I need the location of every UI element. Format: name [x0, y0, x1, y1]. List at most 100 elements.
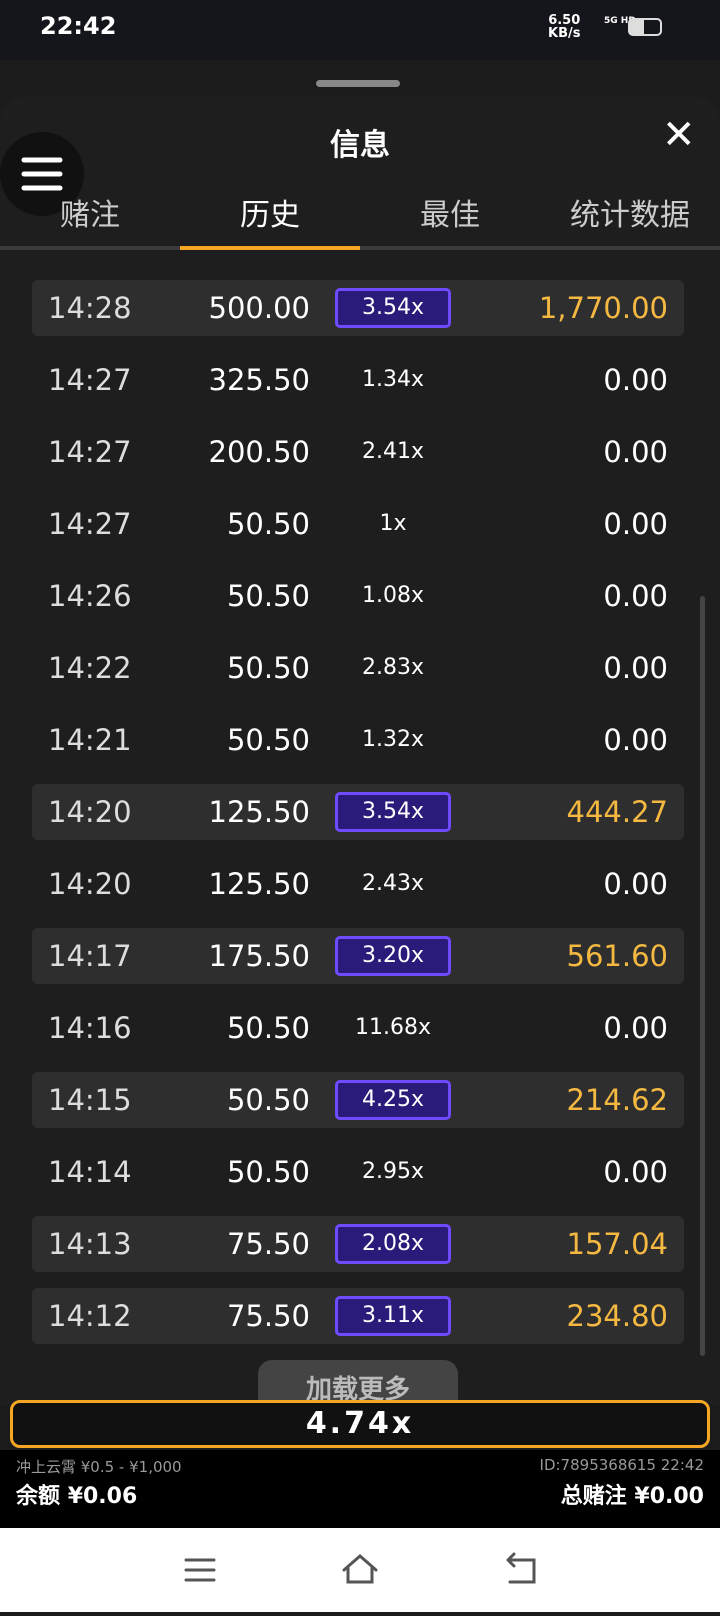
multiplier: 3.54x — [335, 288, 451, 328]
time: 14:20 — [48, 795, 132, 829]
time: 14:13 — [48, 1227, 132, 1261]
payout: 157.04 — [566, 1227, 668, 1261]
total-bet: 总赌注 ¥0.00 — [561, 1478, 704, 1510]
history-row: 14:21 50.50 1.32x 0.00 — [32, 712, 684, 768]
time: 14:16 — [48, 1011, 132, 1045]
multiplier: 1x — [379, 511, 407, 536]
footer: 冲上云霄 ¥0.5 - ¥1,000 余额 ¥0.06 ID:789536861… — [0, 1450, 720, 1528]
time: 14:22 — [48, 651, 132, 685]
nav-icons — [184, 1552, 536, 1584]
history-row: 14:13 75.50 2.08x 157.04 — [32, 1216, 684, 1272]
multiplier: 11.68x — [354, 1015, 431, 1040]
multiplier: 2.08x — [335, 1224, 451, 1264]
multiplier: 3.20x — [335, 936, 451, 976]
multiplier: 3.54x — [335, 792, 451, 832]
history-row: 14:28 500.00 3.54x 1,770.00 — [32, 280, 684, 336]
time: 14:26 — [48, 579, 132, 613]
payout: 0.00 — [603, 723, 668, 757]
multiplier: 2.95x — [361, 1159, 424, 1184]
history-row: 14:14 50.50 2.95x 0.00 — [32, 1144, 684, 1200]
payout: 444.27 — [566, 795, 668, 829]
menu-button[interactable] — [0, 132, 84, 216]
payout: 0.00 — [603, 651, 668, 685]
history-row: 14:17 175.50 3.20x 561.60 — [32, 928, 684, 984]
multiplier: 1.34x — [361, 367, 424, 392]
payout: 0.00 — [603, 867, 668, 901]
balance-value: ¥0.06 — [67, 1484, 138, 1509]
time: 14:28 — [48, 291, 132, 325]
payout: 561.60 — [566, 939, 668, 973]
history-row: 14:16 50.50 11.68x 0.00 — [32, 1000, 684, 1056]
payout: 234.80 — [566, 1299, 668, 1333]
time: 14:21 — [48, 723, 132, 757]
time: 14:27 — [48, 435, 132, 469]
time: 14:27 — [48, 507, 132, 541]
history-row: 14:20 125.50 2.43x 0.00 — [32, 856, 684, 912]
tab[interactable]: 赌注 — [60, 198, 120, 233]
tab-bar: 赌注 历史 最佳 统计数据 — [0, 186, 720, 250]
time: 14:12 — [48, 1299, 132, 1333]
time: 14:17 — [48, 939, 132, 973]
history-row: 14:22 50.50 2.83x 0.00 — [32, 640, 684, 696]
bet-amount: 50.50 — [226, 1011, 310, 1045]
menu-icon — [21, 157, 63, 191]
info-sheet: 信息 ✕ 赌注 历史 最佳 统计数据 14:28 500.00 3.54x 1,770.00… — [0, 96, 720, 1406]
multiplier: 3.11x — [335, 1296, 451, 1336]
time: 14:14 — [48, 1155, 132, 1189]
tab[interactable]: 最佳 — [420, 198, 480, 233]
bet-amount: 50.50 — [226, 723, 310, 757]
multiplier: 1.08x — [361, 583, 424, 608]
multiplier: 1.32x — [361, 727, 424, 752]
history-row: 14:27 200.50 2.41x 0.00 — [32, 424, 684, 480]
status-bar: 22:42 6.50 KB/s 5G HD — [0, 0, 720, 60]
round-id: ID:7895368615 22:42 — [539, 1456, 704, 1474]
tab[interactable]: 历史 — [240, 198, 300, 233]
payout: 0.00 — [603, 1011, 668, 1045]
total-value: ¥0.00 — [634, 1484, 704, 1509]
history-row: 14:27 325.50 1.34x 0.00 — [32, 352, 684, 408]
clock: 22:42 — [40, 12, 117, 40]
close-button[interactable]: ✕ — [662, 112, 696, 158]
scrollbar — [700, 596, 705, 1356]
history-row: 14:26 50.50 1.08x 0.00 — [32, 568, 684, 624]
bet-amount: 50.50 — [226, 1155, 310, 1189]
nav-bar — [0, 1528, 720, 1612]
bet-amount: 500.00 — [208, 291, 310, 325]
bet-amount: 200.50 — [208, 435, 310, 469]
bet-amount: 125.50 — [208, 795, 310, 829]
game-info: 冲上云霄 ¥0.5 - ¥1,000 — [16, 1458, 182, 1476]
bet-amount: 50.50 — [226, 579, 310, 613]
speed-unit: KB/s — [548, 26, 581, 41]
bet-amount: 125.50 — [208, 867, 310, 901]
payout: 214.62 — [566, 1083, 668, 1117]
speed-value: 6.50 — [548, 13, 581, 28]
bet-amount: 50.50 — [226, 507, 310, 541]
title: 信息 — [330, 128, 390, 163]
time: 14:27 — [48, 363, 132, 397]
multiplier: 2.83x — [361, 655, 424, 680]
bet-amount: 325.50 — [208, 363, 310, 397]
multiplier: 2.43x — [361, 871, 424, 896]
history-row: 14:12 75.50 3.11x 234.80 — [32, 1288, 684, 1344]
multiplier: 2.41x — [361, 439, 424, 464]
payout: 0.00 — [603, 579, 668, 613]
payout: 0.00 — [603, 363, 668, 397]
bet-amount: 75.50 — [226, 1227, 310, 1261]
balance-label: 余额 — [16, 1484, 61, 1509]
payout: 0.00 — [603, 507, 668, 541]
bet-amount: 50.50 — [226, 1083, 310, 1117]
payout: 0.00 — [603, 1155, 668, 1189]
tab-underline — [180, 246, 360, 250]
speed: 6.50 KB/s — [548, 14, 580, 40]
history-row: 14:20 125.50 3.54x 444.27 — [32, 784, 684, 840]
bet-amount: 175.50 — [208, 939, 310, 973]
bet-amount: 75.50 — [226, 1299, 310, 1333]
history-row: 14:27 50.50 1x 0.00 — [32, 496, 684, 552]
history-row: 14:15 50.50 4.25x 214.62 — [32, 1072, 684, 1128]
multiplier: 4.25x — [335, 1080, 451, 1120]
network: 5G HD — [604, 16, 636, 26]
payout: 0.00 — [603, 435, 668, 469]
tab[interactable]: 统计数据 — [570, 198, 690, 233]
drag-handle — [316, 80, 400, 87]
